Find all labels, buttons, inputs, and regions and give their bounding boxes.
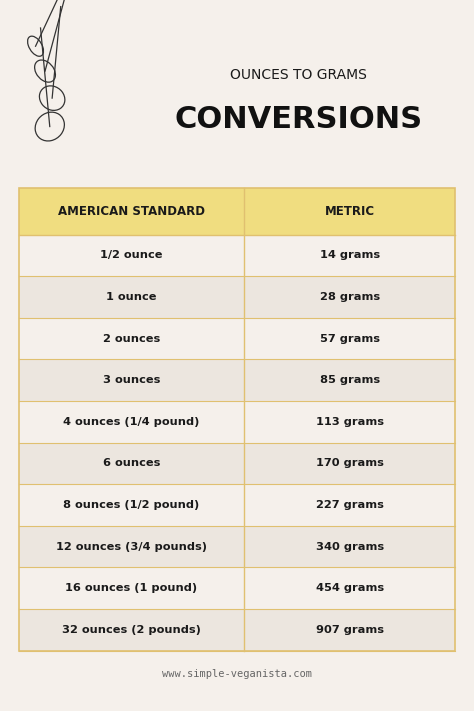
Text: 170 grams: 170 grams <box>316 459 383 469</box>
Bar <box>19 235 455 277</box>
Text: 12 ounces (3/4 pounds): 12 ounces (3/4 pounds) <box>56 542 207 552</box>
Text: 85 grams: 85 grams <box>319 375 380 385</box>
Text: 16 ounces (1 pound): 16 ounces (1 pound) <box>65 583 198 593</box>
Text: CONVERSIONS: CONVERSIONS <box>174 105 423 134</box>
Text: 1/2 ounce: 1/2 ounce <box>100 250 163 260</box>
Bar <box>19 401 455 442</box>
Bar <box>19 442 455 484</box>
Text: OUNCES TO GRAMS: OUNCES TO GRAMS <box>230 68 367 82</box>
Text: www.simple-veganista.com: www.simple-veganista.com <box>162 668 312 679</box>
Text: 57 grams: 57 grams <box>319 333 380 343</box>
Text: 14 grams: 14 grams <box>319 250 380 260</box>
Text: 32 ounces (2 pounds): 32 ounces (2 pounds) <box>62 625 201 635</box>
Text: 1 ounce: 1 ounce <box>106 292 157 302</box>
Text: 907 grams: 907 grams <box>316 625 383 635</box>
Bar <box>19 567 455 609</box>
Text: 227 grams: 227 grams <box>316 500 383 510</box>
Text: METRIC: METRIC <box>325 205 374 218</box>
Text: 113 grams: 113 grams <box>316 417 383 427</box>
Text: 2 ounces: 2 ounces <box>103 333 160 343</box>
Text: 340 grams: 340 grams <box>316 542 383 552</box>
Text: 4 ounces (1/4 pound): 4 ounces (1/4 pound) <box>64 417 200 427</box>
Bar <box>19 318 455 360</box>
Bar <box>19 484 455 526</box>
Text: 28 grams: 28 grams <box>319 292 380 302</box>
Text: AMERICAN STANDARD: AMERICAN STANDARD <box>58 205 205 218</box>
Text: 454 grams: 454 grams <box>316 583 383 593</box>
Text: 3 ounces: 3 ounces <box>103 375 160 385</box>
Bar <box>19 277 455 318</box>
Bar <box>19 188 455 235</box>
Bar <box>19 360 455 401</box>
Bar <box>19 526 455 567</box>
Text: 6 ounces: 6 ounces <box>103 459 160 469</box>
Text: 8 ounces (1/2 pound): 8 ounces (1/2 pound) <box>64 500 200 510</box>
Bar <box>19 609 455 651</box>
Bar <box>19 188 455 651</box>
